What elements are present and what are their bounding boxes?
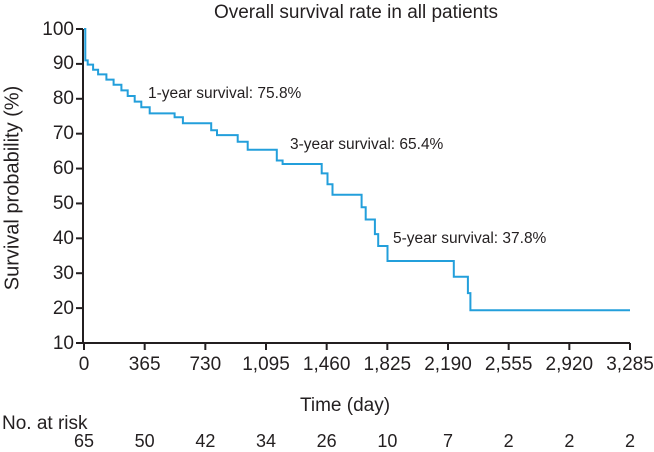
- annotation-5-year-survival: 5-year survival: 37.8%: [393, 230, 547, 247]
- y-tick-label: 50: [52, 192, 74, 214]
- y-tick-label: 30: [52, 262, 74, 284]
- x-tick-label: 730: [189, 354, 222, 375]
- y-axis-title: Survival probability (%): [1, 85, 24, 291]
- x-tick-label: 1,825: [363, 354, 412, 375]
- risk-count: 2: [503, 431, 514, 451]
- x-tick-label: 1,095: [242, 354, 290, 375]
- y-tick-label: 40: [52, 227, 74, 249]
- chart-title: Overall survival rate in all patients: [213, 2, 499, 23]
- x-axis-title: Time (day): [299, 395, 391, 416]
- y-tick-label: 70: [52, 123, 74, 145]
- risk-count: 26: [316, 431, 337, 451]
- kaplan-meier-step-path: [84, 28, 630, 312]
- y-tick-label: 10: [52, 332, 74, 354]
- y-tick-label: 90: [52, 53, 74, 75]
- annotation-1-year-survival: 1-year survival: 75.8%: [148, 85, 302, 102]
- risk-count: 2: [564, 431, 575, 451]
- axes: [76, 28, 631, 350]
- y-tick-label: 20: [52, 297, 74, 319]
- y-tick-label: 100: [42, 18, 74, 40]
- y-tick-label: 80: [52, 88, 74, 110]
- risk-count: 10: [377, 431, 398, 451]
- risk-count: 50: [134, 431, 155, 451]
- risk-count: 65: [73, 431, 95, 451]
- annotation-3-year-survival: 3-year survival: 65.4%: [290, 136, 444, 153]
- risk-count: 7: [442, 431, 454, 451]
- x-tick-label: 0: [78, 354, 90, 375]
- x-tick-label: 1,460: [302, 354, 351, 375]
- number-at-risk-label: No. at risk: [2, 413, 88, 434]
- x-tick-label: 2,920: [545, 354, 594, 375]
- y-tick-label: 60: [52, 158, 74, 180]
- x-tick-label: 365: [128, 354, 161, 375]
- risk-count: 42: [195, 431, 216, 451]
- x-tick-label: 2,190: [424, 354, 472, 375]
- risk-count: 2: [624, 431, 636, 451]
- survival-curve: [84, 28, 630, 312]
- x-tick-label: 2,555: [484, 354, 533, 375]
- x-tick-label: 3,285: [606, 354, 654, 375]
- risk-count: 34: [255, 431, 277, 451]
